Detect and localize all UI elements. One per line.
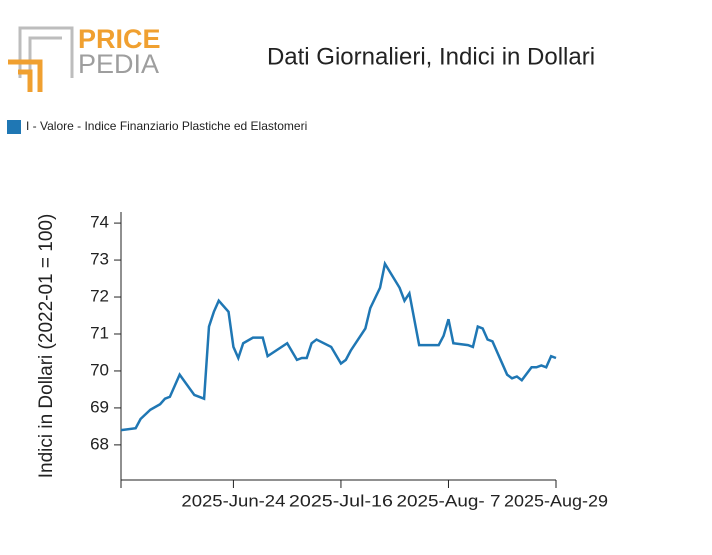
x-tick-label: 2025-Aug- 7 bbox=[396, 491, 500, 510]
logo-frame bbox=[28, 36, 62, 78]
logo-text: PRICE bbox=[78, 24, 161, 54]
y-tick-label: 70 bbox=[90, 360, 109, 379]
y-tick-label: 71 bbox=[90, 323, 109, 342]
logo-frame bbox=[18, 26, 74, 78]
line bbox=[120, 260, 557, 432]
legend-label: I - Valore - Indice Finanziario Plastich… bbox=[26, 119, 307, 133]
y-tick-label: 74 bbox=[90, 213, 109, 232]
x-tick-label: 2025-Aug-29 bbox=[504, 491, 608, 510]
x-tick-label: 2025-Jul-16 bbox=[289, 491, 393, 510]
y-tick-label: 68 bbox=[90, 434, 109, 453]
y-tick-label: 72 bbox=[90, 287, 109, 306]
legend-swatch bbox=[7, 120, 21, 134]
y-tick-label: 73 bbox=[90, 250, 109, 269]
y-tick-label: 69 bbox=[90, 397, 109, 416]
logo-mark bbox=[18, 69, 33, 92]
logo: PRICE PEDIA bbox=[8, 24, 161, 92]
y-axis-label: Indici in Dollari (2022-01 = 100) bbox=[36, 214, 57, 479]
logo-mark bbox=[8, 59, 43, 92]
x-tick-label: 2025-Jun-24 bbox=[181, 491, 285, 510]
logo-text: PEDIA bbox=[78, 49, 159, 79]
chart-title: Dati Giornalieri, Indici in Dollari bbox=[267, 43, 595, 70]
